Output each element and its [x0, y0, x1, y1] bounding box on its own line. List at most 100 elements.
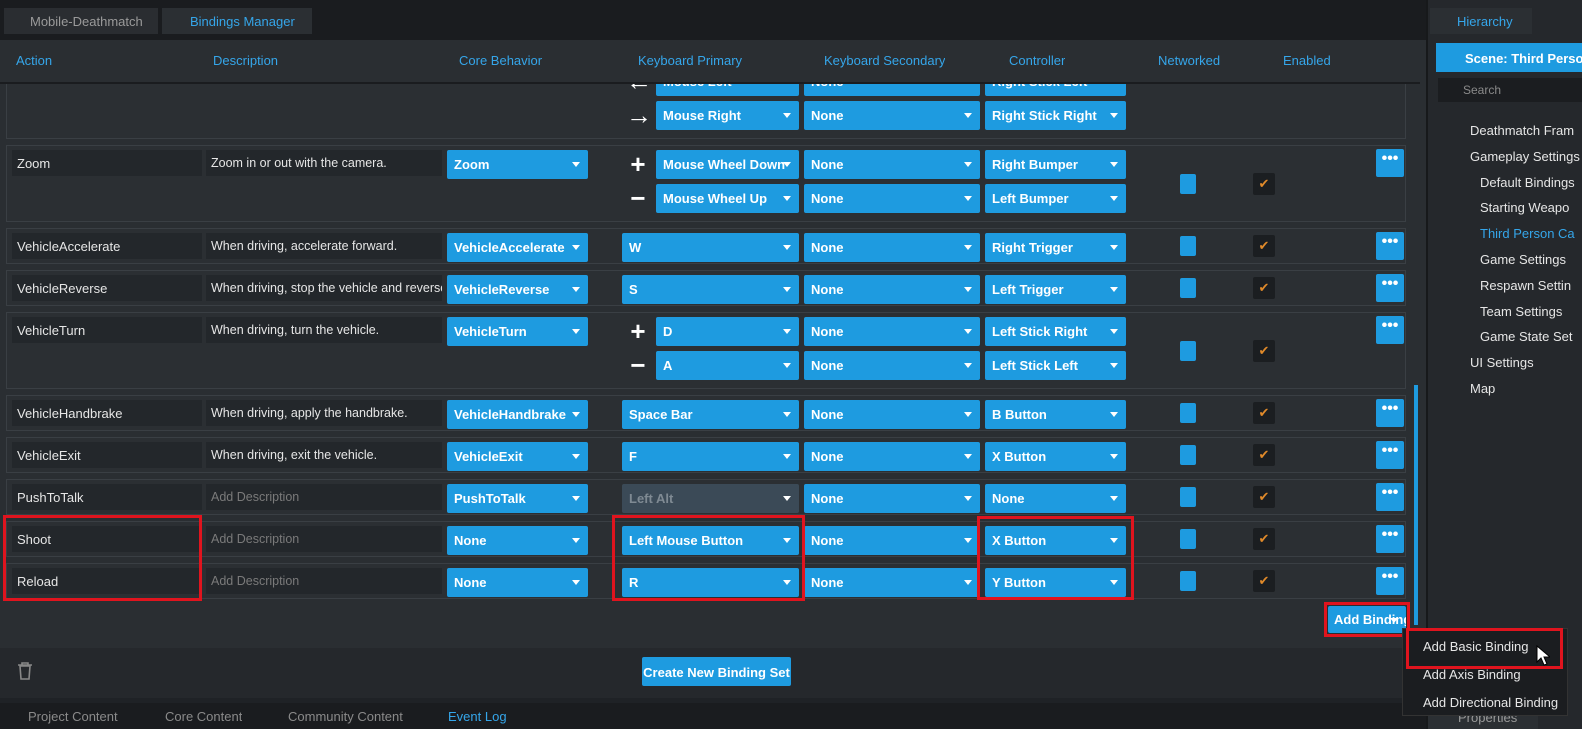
controller-dropdown[interactable]: Left Stick Left: [985, 351, 1126, 380]
description[interactable]: Add Description: [206, 484, 442, 510]
primary-dropdown[interactable]: R: [622, 568, 799, 597]
controller-dropdown[interactable]: B Button: [985, 400, 1126, 429]
scene-bar[interactable]: Scene: Third Perso: [1436, 43, 1582, 72]
controller-dropdown[interactable]: X Button: [985, 442, 1126, 471]
tree-item[interactable]: Starting Weapo: [1480, 200, 1570, 216]
description[interactable]: When driving, accelerate forward.: [206, 233, 442, 259]
behavior-dropdown[interactable]: VehicleExit: [447, 442, 588, 471]
tree-item[interactable]: Gameplay Settings: [1470, 148, 1580, 164]
action-name[interactable]: VehicleTurn: [12, 317, 202, 343]
behavior-dropdown[interactable]: VehicleReverse: [447, 275, 588, 304]
action-name[interactable]: VehicleAccelerate: [12, 233, 202, 259]
description[interactable]: Add Description: [206, 526, 442, 552]
secondary-dropdown[interactable]: None: [804, 484, 980, 513]
behavior-dropdown[interactable]: Zoom: [447, 150, 588, 179]
secondary-dropdown[interactable]: None: [804, 351, 980, 380]
secondary-dropdown[interactable]: None: [804, 317, 980, 346]
tab[interactable]: Project Content: [28, 709, 118, 724]
controller-dropdown[interactable]: Y Button: [985, 568, 1126, 597]
trash-icon[interactable]: [17, 662, 33, 680]
action-name[interactable]: VehicleReverse: [12, 275, 202, 301]
primary-dropdown[interactable]: A: [656, 351, 799, 380]
secondary-dropdown[interactable]: None: [804, 233, 980, 262]
tab[interactable]: Hierarchy: [1430, 8, 1532, 34]
networked-icon[interactable]: [1180, 529, 1196, 549]
behavior-dropdown[interactable]: VehicleAccelerate: [447, 233, 588, 262]
behavior-dropdown[interactable]: None: [447, 526, 588, 555]
networked-icon[interactable]: [1180, 403, 1196, 423]
tree-item[interactable]: Default Bindings: [1480, 174, 1575, 190]
primary-dropdown[interactable]: Left Mouse Button: [622, 526, 799, 555]
add-binding-button[interactable]: Add Binding: [1328, 606, 1406, 633]
controller-dropdown[interactable]: Left Stick Right: [985, 317, 1126, 346]
column-header[interactable]: Description: [213, 53, 279, 68]
networked-icon[interactable]: [1180, 487, 1196, 507]
secondary-dropdown[interactable]: None: [804, 101, 980, 130]
enabled-checkbox[interactable]: ✔: [1253, 402, 1275, 424]
secondary-dropdown[interactable]: None: [804, 184, 980, 213]
description[interactable]: Add Description: [206, 568, 442, 594]
action-name[interactable]: Zoom: [12, 150, 202, 176]
tree-item[interactable]: Respawn Settin: [1480, 277, 1572, 293]
networked-icon[interactable]: [1180, 571, 1196, 591]
enabled-checkbox[interactable]: ✔: [1253, 339, 1275, 362]
description[interactable]: When driving, stop the vehicle and rever…: [206, 275, 442, 301]
tree-item[interactable]: Team Settings: [1480, 303, 1563, 319]
primary-dropdown[interactable]: Mouse Wheel Down: [656, 150, 799, 179]
primary-dropdown[interactable]: W: [622, 233, 799, 262]
primary-dropdown[interactable]: D: [656, 317, 799, 346]
controller-dropdown[interactable]: None: [985, 484, 1126, 513]
column-header[interactable]: Controller: [1009, 53, 1066, 68]
primary-dropdown[interactable]: Mouse Wheel Up: [656, 184, 799, 213]
menu-item[interactable]: Add Basic Binding: [1423, 639, 1529, 654]
menu-item[interactable]: Add Axis Binding: [1423, 667, 1521, 682]
column-header[interactable]: Networked: [1158, 53, 1221, 68]
behavior-dropdown[interactable]: None: [447, 568, 588, 597]
behavior-dropdown[interactable]: VehicleTurn: [447, 317, 588, 346]
column-header[interactable]: Keyboard Secondary: [824, 53, 946, 68]
secondary-dropdown[interactable]: None: [804, 568, 980, 597]
enabled-checkbox[interactable]: ✔: [1253, 486, 1275, 508]
create-set-button[interactable]: Create New Binding Set: [642, 657, 791, 686]
description[interactable]: When driving, turn the vehicle.: [206, 317, 442, 343]
description[interactable]: Zoom in or out with the camera.: [206, 150, 442, 176]
action-name[interactable]: VehicleHandbrake: [12, 400, 202, 426]
primary-dropdown[interactable]: Mouse Right: [656, 101, 799, 130]
secondary-dropdown[interactable]: None: [804, 442, 980, 471]
scrollbar[interactable]: [1414, 385, 1418, 625]
networked-icon[interactable]: [1180, 173, 1196, 194]
tab[interactable]: Core Content: [165, 709, 243, 724]
column-header[interactable]: Keyboard Primary: [638, 53, 743, 68]
enabled-checkbox[interactable]: ✔: [1253, 444, 1275, 466]
tree-item[interactable]: Third Person Ca: [1480, 226, 1575, 242]
primary-dropdown[interactable]: Space Bar: [622, 400, 799, 429]
controller-dropdown[interactable]: Right Stick Left: [985, 84, 1126, 96]
enabled-checkbox[interactable]: ✔: [1253, 172, 1275, 195]
controller-dropdown[interactable]: Left Bumper: [985, 184, 1126, 213]
controller-dropdown[interactable]: Right Trigger: [985, 233, 1126, 262]
menu-item[interactable]: Add Directional Binding: [1423, 695, 1559, 710]
controller-dropdown[interactable]: Right Bumper: [985, 150, 1126, 179]
enabled-checkbox[interactable]: ✔: [1253, 235, 1275, 257]
networked-icon[interactable]: [1180, 340, 1196, 361]
primary-dropdown[interactable]: S: [622, 275, 799, 304]
column-header[interactable]: Enabled: [1283, 53, 1331, 68]
secondary-dropdown[interactable]: None: [804, 400, 980, 429]
tab[interactable]: Community Content: [288, 709, 403, 724]
action-name[interactable]: Shoot: [12, 526, 202, 552]
networked-icon[interactable]: [1180, 445, 1196, 465]
tree-item[interactable]: Game Settings: [1480, 252, 1566, 267]
primary-dropdown[interactable]: F: [622, 442, 799, 471]
networked-icon[interactable]: [1180, 236, 1196, 256]
enabled-checkbox[interactable]: ✔: [1253, 277, 1275, 299]
behavior-dropdown[interactable]: PushToTalk: [447, 484, 588, 513]
enabled-checkbox[interactable]: ✔: [1253, 528, 1275, 550]
controller-dropdown[interactable]: Left Trigger: [985, 275, 1126, 304]
action-name[interactable]: VehicleExit: [12, 442, 202, 468]
action-name[interactable]: PushToTalk: [12, 484, 202, 510]
secondary-dropdown[interactable]: None: [804, 526, 980, 555]
description[interactable]: When driving, exit the vehicle.: [206, 442, 442, 468]
enabled-checkbox[interactable]: ✔: [1253, 570, 1275, 592]
action-name[interactable]: Reload: [12, 568, 202, 594]
search[interactable]: Search: [1438, 78, 1582, 102]
